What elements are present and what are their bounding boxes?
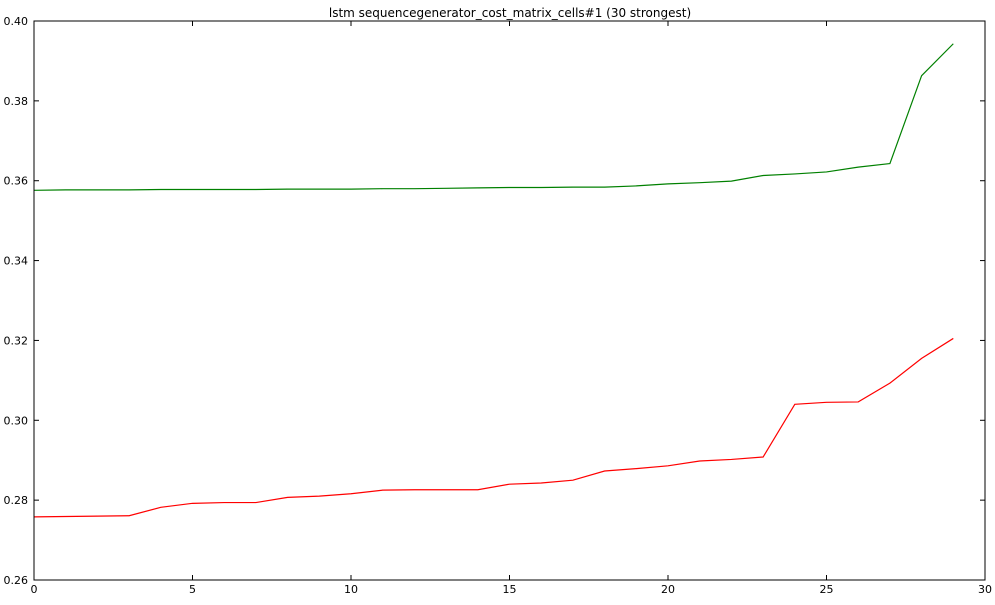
- x-tick-label: 20: [661, 583, 675, 596]
- x-tick-label: 30: [978, 583, 992, 596]
- y-tick-label: 0.34: [4, 255, 29, 268]
- y-tick-label: 0.40: [4, 15, 29, 28]
- tick-labels-layer: 0 5 10 15 20 25 30 0.26 0.28 0.30 0.32 0.34 0.36 0.38…: [4, 15, 993, 596]
- ticks-layer: [33, 20, 986, 581]
- y-tick-label: 0.28: [4, 494, 29, 507]
- series-line-1: [33, 43, 954, 191]
- y-tick-label: 0.38: [4, 95, 29, 108]
- x-tick-label: 5: [189, 583, 196, 596]
- x-tick-label: 10: [344, 583, 358, 596]
- x-tick-label: 25: [820, 583, 834, 596]
- x-tick-label: 15: [503, 583, 517, 596]
- series-layer: [33, 43, 954, 518]
- y-tick-label: 0.26: [4, 574, 29, 587]
- y-tick-label: 0.36: [4, 175, 29, 188]
- y-tick-label: 0.32: [4, 334, 29, 347]
- x-tick-label: 0: [31, 583, 38, 596]
- chart-title: lstm sequencegenerator_cost_matrix_cells…: [329, 6, 691, 20]
- series-line-2: [33, 337, 954, 518]
- y-tick-label: 0.30: [4, 414, 29, 427]
- plot-area-frame: [33, 20, 986, 581]
